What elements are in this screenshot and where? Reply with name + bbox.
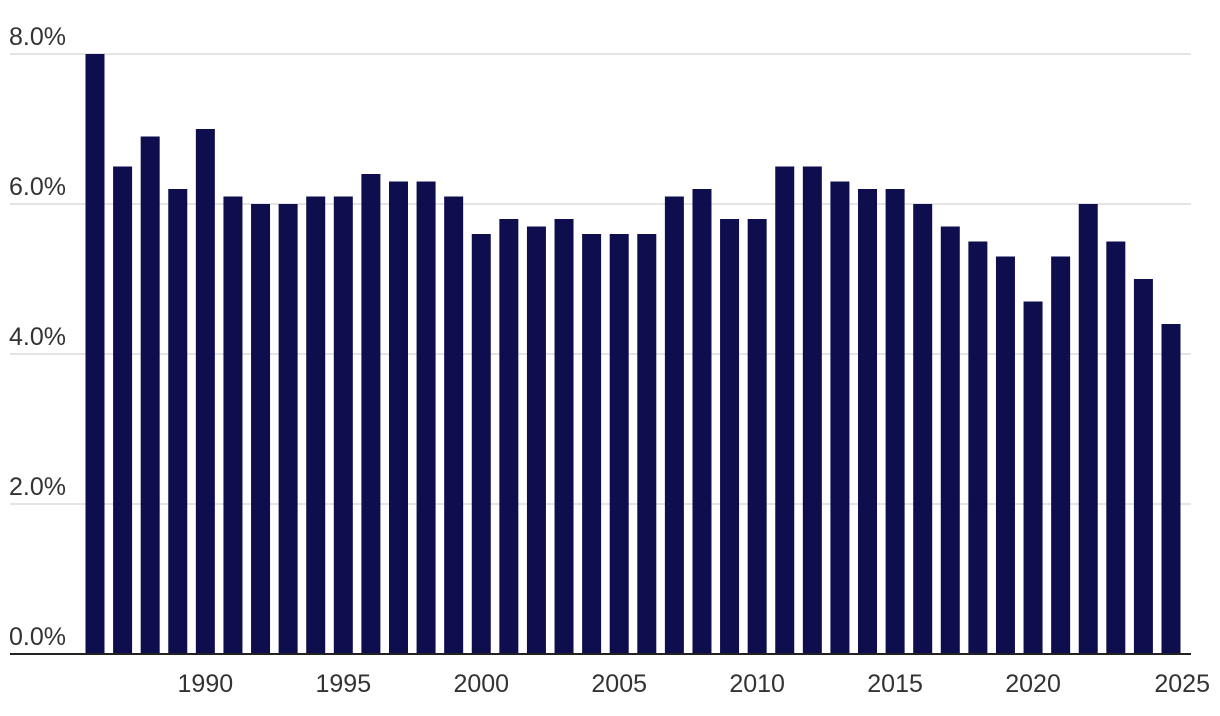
bar: [333, 196, 353, 654]
x-tick-label: 2025: [1154, 670, 1210, 698]
bar: [995, 256, 1015, 654]
bar: [388, 181, 408, 654]
bar: [251, 204, 271, 654]
x-tick-label: 1995: [315, 670, 371, 698]
bar: [1106, 241, 1126, 654]
bar: [582, 234, 602, 654]
bar: [223, 196, 243, 654]
bar: [775, 166, 795, 654]
bar: [858, 189, 878, 654]
x-tick-label: 2015: [867, 670, 923, 698]
bar: [444, 196, 464, 654]
bar: [278, 204, 298, 654]
y-tick-label: 0.0%: [9, 623, 66, 651]
bar: [195, 129, 215, 654]
bar: [885, 189, 905, 654]
bar: [1051, 256, 1071, 654]
bar: [554, 219, 574, 654]
y-tick-label: 8.0%: [9, 23, 66, 51]
bar: [416, 181, 436, 654]
bar: [720, 219, 740, 654]
bar: [913, 204, 933, 654]
bar: [1023, 301, 1043, 654]
bar: [609, 234, 629, 654]
bar: [306, 196, 326, 654]
bar: [692, 189, 712, 654]
bar: [113, 166, 133, 654]
bar: [499, 219, 519, 654]
bar: [85, 54, 105, 654]
bar: [802, 166, 822, 654]
x-tick-label: 2000: [453, 670, 509, 698]
x-tick-label: 2005: [591, 670, 647, 698]
bar: [168, 189, 188, 654]
x-tick-label: 1990: [178, 670, 234, 698]
bar: [1133, 279, 1153, 654]
x-tick-label: 2020: [1005, 670, 1061, 698]
bar: [637, 234, 657, 654]
y-tick-label: 6.0%: [9, 173, 66, 201]
bar: [526, 226, 546, 654]
bar: [1161, 324, 1181, 654]
bar: [747, 219, 767, 654]
bar: [830, 181, 850, 654]
bar: [1078, 204, 1098, 654]
bar: [361, 174, 381, 654]
y-tick-label: 2.0%: [9, 473, 66, 501]
bar: [664, 196, 684, 654]
bar: [140, 136, 160, 654]
bar: [940, 226, 960, 654]
y-tick-label: 4.0%: [9, 323, 66, 351]
bar: [471, 234, 491, 654]
bar: [968, 241, 988, 654]
x-tick-label: 2010: [729, 670, 785, 698]
